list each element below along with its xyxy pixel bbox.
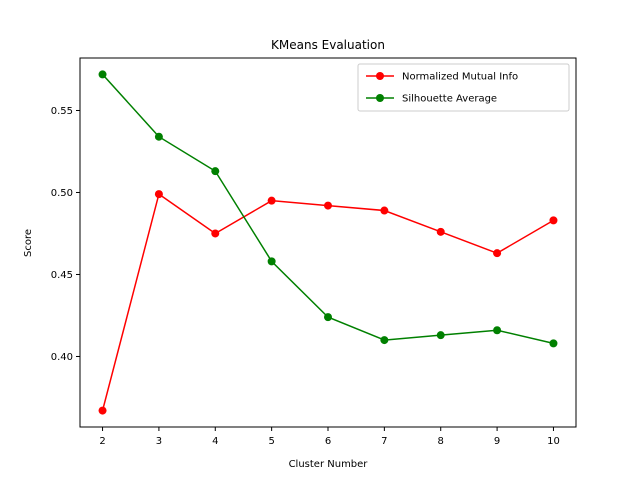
x-tick-label: 9	[494, 436, 500, 447]
legend-label: Silhouette Average	[402, 94, 497, 105]
series-2-point	[267, 257, 276, 266]
series-1-point	[211, 229, 220, 238]
x-tick-label: 7	[381, 436, 387, 447]
plot-area	[98, 70, 558, 415]
series-2-point	[436, 331, 445, 340]
legend: Normalized Mutual Info Silhouette Average	[357, 63, 570, 112]
series-2-point	[154, 132, 163, 141]
y-axis-label: Score	[23, 229, 34, 257]
series-1-point	[549, 216, 558, 225]
series-2-point	[98, 70, 107, 79]
x-tick-label: 5	[268, 436, 274, 447]
x-tick-label: 3	[156, 436, 162, 447]
x-tick-label: 10	[547, 436, 560, 447]
series-1-point	[493, 249, 502, 258]
y-tick-label: 0.40	[51, 352, 73, 363]
series-2-point	[549, 339, 558, 348]
y-tick-label: 0.45	[51, 270, 73, 281]
legend-label: Normalized Mutual Info	[402, 72, 518, 83]
series-1-point	[380, 206, 389, 215]
y-tick-label: 0.50	[51, 188, 73, 199]
legend-marker	[376, 72, 384, 80]
series-2-point	[380, 336, 389, 345]
legend-marker	[376, 94, 384, 102]
x-tick-label: 4	[212, 436, 218, 447]
series-1-point	[98, 406, 107, 415]
series-1-point	[436, 227, 445, 236]
series-1-point	[324, 201, 332, 210]
x-tick-label: 2	[99, 436, 105, 447]
x-tick-label: 8	[438, 436, 444, 447]
x-tick-label: 6	[325, 436, 331, 447]
series-2-point	[493, 326, 502, 335]
series-2-point	[324, 313, 332, 322]
series-1-point	[267, 196, 276, 205]
series-1-point	[154, 190, 163, 199]
legend-box	[357, 63, 570, 112]
x-axis-label: Cluster Number	[289, 459, 369, 470]
chart-title: KMeans Evaluation	[271, 38, 385, 52]
series-2-point	[211, 167, 220, 176]
y-tick-label: 0.55	[51, 106, 73, 117]
